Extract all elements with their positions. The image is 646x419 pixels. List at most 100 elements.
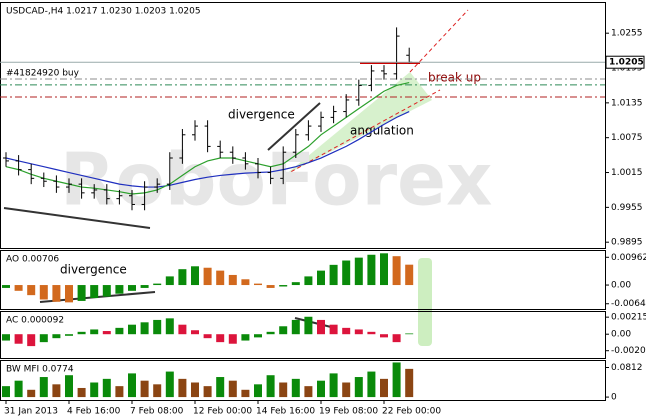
last-price-box	[605, 55, 645, 69]
histogram-bar	[52, 384, 61, 398]
histogram-bar	[354, 257, 363, 286]
histogram-bar	[304, 386, 313, 398]
histogram-bar	[228, 274, 237, 286]
histogram-bar	[228, 380, 237, 398]
histogram-bar	[241, 389, 250, 398]
channel-line	[284, 89, 441, 176]
histogram-bar	[405, 264, 414, 286]
histogram-bar	[140, 322, 149, 335]
histogram-bar	[191, 330, 199, 335]
histogram-bar	[254, 283, 262, 286]
histogram-bar	[279, 285, 288, 287]
histogram-bar	[191, 382, 199, 398]
histogram-bar	[77, 331, 86, 335]
histogram-bar	[65, 334, 73, 336]
histogram-bar	[90, 382, 99, 398]
histogram-bar	[342, 260, 351, 286]
histogram-bar	[291, 378, 300, 398]
panel-title: BW MFI 0.0774	[6, 365, 74, 375]
histogram-bar	[102, 378, 111, 398]
histogram-bar	[405, 333, 414, 335]
ma-line	[5, 111, 410, 188]
histogram-bar	[367, 331, 376, 335]
histogram-bar	[342, 382, 351, 398]
x-tick-label: 22 Feb 00:00	[382, 407, 441, 417]
y-tick-label: 0.9955	[611, 203, 643, 213]
histogram-bar	[2, 285, 10, 288]
y-tick-label: 1.0255	[611, 29, 643, 39]
divergence-line	[267, 102, 321, 151]
histogram-bar	[39, 377, 48, 398]
histogram-bar	[39, 334, 48, 343]
histogram-bar	[216, 270, 225, 286]
histogram-bar	[354, 377, 363, 398]
histogram-bar	[266, 285, 275, 288]
histogram-bar	[228, 334, 237, 344]
histogram-bar	[52, 285, 61, 302]
histogram-bar	[329, 324, 338, 335]
histogram-bar	[203, 334, 212, 339]
histogram-bar	[27, 285, 36, 296]
histogram-bar	[392, 362, 401, 398]
histogram-bar	[191, 266, 199, 286]
histogram-bar	[203, 386, 212, 398]
histogram-bar	[216, 377, 225, 398]
histogram-bar	[392, 256, 401, 286]
histogram-bar	[279, 382, 288, 398]
histogram-bar	[317, 270, 325, 286]
y-tick-label: 0.00	[611, 330, 631, 340]
panel-title: AC 0.000092	[6, 316, 64, 326]
histogram-bar	[304, 276, 313, 286]
x-tick-label: 31 Jan 2013	[4, 407, 58, 417]
histogram-bar	[216, 334, 225, 343]
histogram-bar	[102, 331, 111, 335]
histogram-bar	[128, 373, 136, 398]
histogram-bar	[380, 334, 388, 338]
y-tick-label: 0.9895	[611, 238, 643, 248]
histogram-bar	[241, 279, 250, 286]
histogram-bar	[39, 285, 48, 300]
histogram-bar	[178, 269, 187, 286]
histogram-bar	[329, 373, 338, 398]
histogram-bar	[2, 386, 10, 398]
y-tick-label: 0	[611, 393, 617, 403]
panel-frame	[0, 250, 606, 310]
histogram-bar	[291, 319, 300, 335]
histogram-bar	[317, 319, 325, 335]
histogram-bar	[153, 283, 162, 286]
histogram-bar	[241, 334, 250, 341]
histogram-bar	[380, 378, 388, 398]
histogram-bar	[2, 334, 10, 341]
histogram-bar	[165, 371, 174, 398]
channel-line	[409, 9, 469, 73]
annotation: divergence	[60, 263, 127, 277]
highlight	[418, 258, 432, 346]
panel-title: AO 0.00706	[6, 255, 59, 265]
histogram-bar	[128, 324, 136, 335]
histogram-bar	[90, 285, 99, 299]
histogram-bar	[14, 380, 23, 398]
histogram-bar	[140, 285, 149, 288]
y-tick-label: 0.0812	[611, 363, 643, 373]
y-tick-label: 1.0135	[611, 98, 643, 108]
divergence-line	[294, 317, 336, 329]
histogram-bar	[317, 380, 325, 398]
histogram-bar	[165, 318, 174, 335]
histogram-bar	[254, 384, 262, 398]
histogram-bar	[27, 389, 36, 398]
y-tick-label: 1.0015	[611, 168, 643, 178]
histogram-bar	[291, 282, 300, 286]
histogram-bar	[77, 387, 86, 398]
x-tick-label: 7 Feb 08:00	[130, 407, 184, 417]
histogram-bar	[178, 378, 187, 398]
histogram-bar	[405, 368, 414, 398]
panel-frame	[0, 360, 606, 401]
histogram-bar	[329, 264, 338, 286]
histogram-bar	[153, 384, 162, 398]
x-tick-label: 19 Feb 08:00	[319, 407, 378, 417]
last-price-label: 1.0205	[609, 58, 644, 68]
x-tick-label: 4 Feb 16:00	[67, 407, 121, 417]
histogram-bar	[304, 316, 313, 335]
histogram-bar	[392, 334, 401, 343]
histogram-bar	[165, 276, 174, 286]
